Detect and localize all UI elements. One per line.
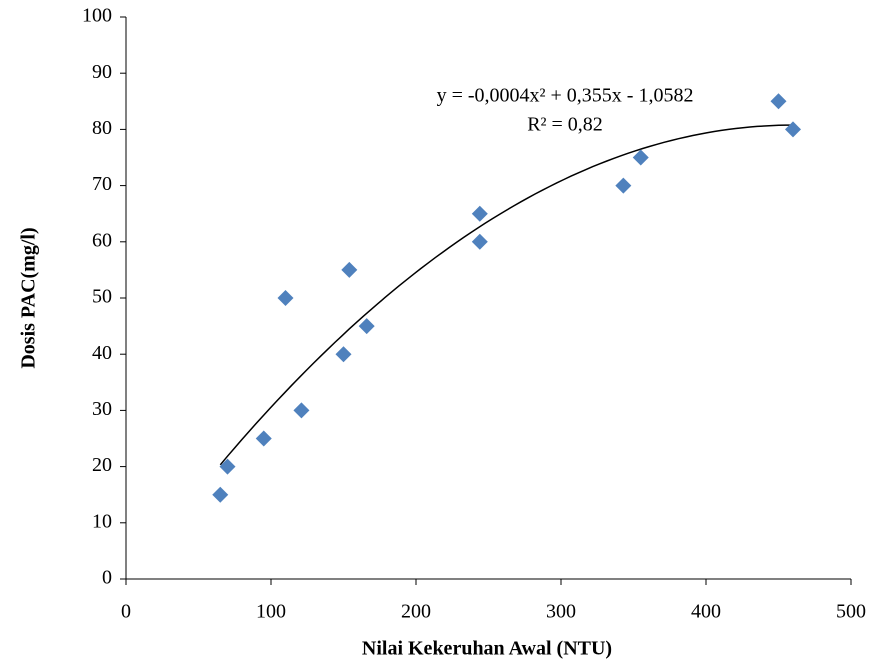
- y-tick-label: 90: [92, 61, 112, 83]
- trendline-equation: y = -0,0004x² + 0,355x - 1,0582: [437, 85, 694, 107]
- point: [615, 177, 632, 194]
- point: [471, 233, 488, 250]
- y-tick-label: 60: [92, 229, 112, 251]
- x-tick-label: 0: [121, 601, 131, 623]
- point: [335, 346, 352, 363]
- point: [255, 430, 272, 447]
- y-tick-label: 10: [92, 510, 112, 532]
- point: [770, 93, 787, 110]
- y-axis-label: Dosis PAC(mg/l): [18, 227, 40, 368]
- point: [785, 121, 801, 138]
- trendline-r-squared: R² = 0,82: [527, 114, 603, 136]
- y-tick-label: 70: [92, 173, 112, 195]
- y-tick-label: 30: [92, 398, 112, 420]
- y-tick-label: 40: [92, 342, 112, 364]
- point: [212, 486, 229, 503]
- trendline: [219, 124, 793, 466]
- y-tick-label: 100: [82, 5, 112, 27]
- point: [293, 402, 310, 419]
- point: [219, 458, 236, 475]
- x-axis-label: Nilai Kekeruhan Awal (NTU): [362, 638, 612, 660]
- y-tick-label: 50: [92, 286, 112, 308]
- point: [341, 261, 358, 278]
- point: [471, 205, 488, 222]
- x-tick-label: 100: [256, 601, 286, 623]
- y-tick-label: 0: [102, 567, 112, 589]
- y-tick-label: 20: [92, 454, 112, 476]
- x-tick-label: 300: [546, 601, 576, 623]
- point: [277, 290, 294, 306]
- x-tick-label: 200: [401, 601, 431, 623]
- y-tick-label: 80: [92, 117, 112, 139]
- point: [632, 149, 649, 166]
- x-tick-label: 500: [836, 601, 866, 623]
- x-tick-label: 400: [691, 601, 721, 623]
- point: [358, 318, 375, 335]
